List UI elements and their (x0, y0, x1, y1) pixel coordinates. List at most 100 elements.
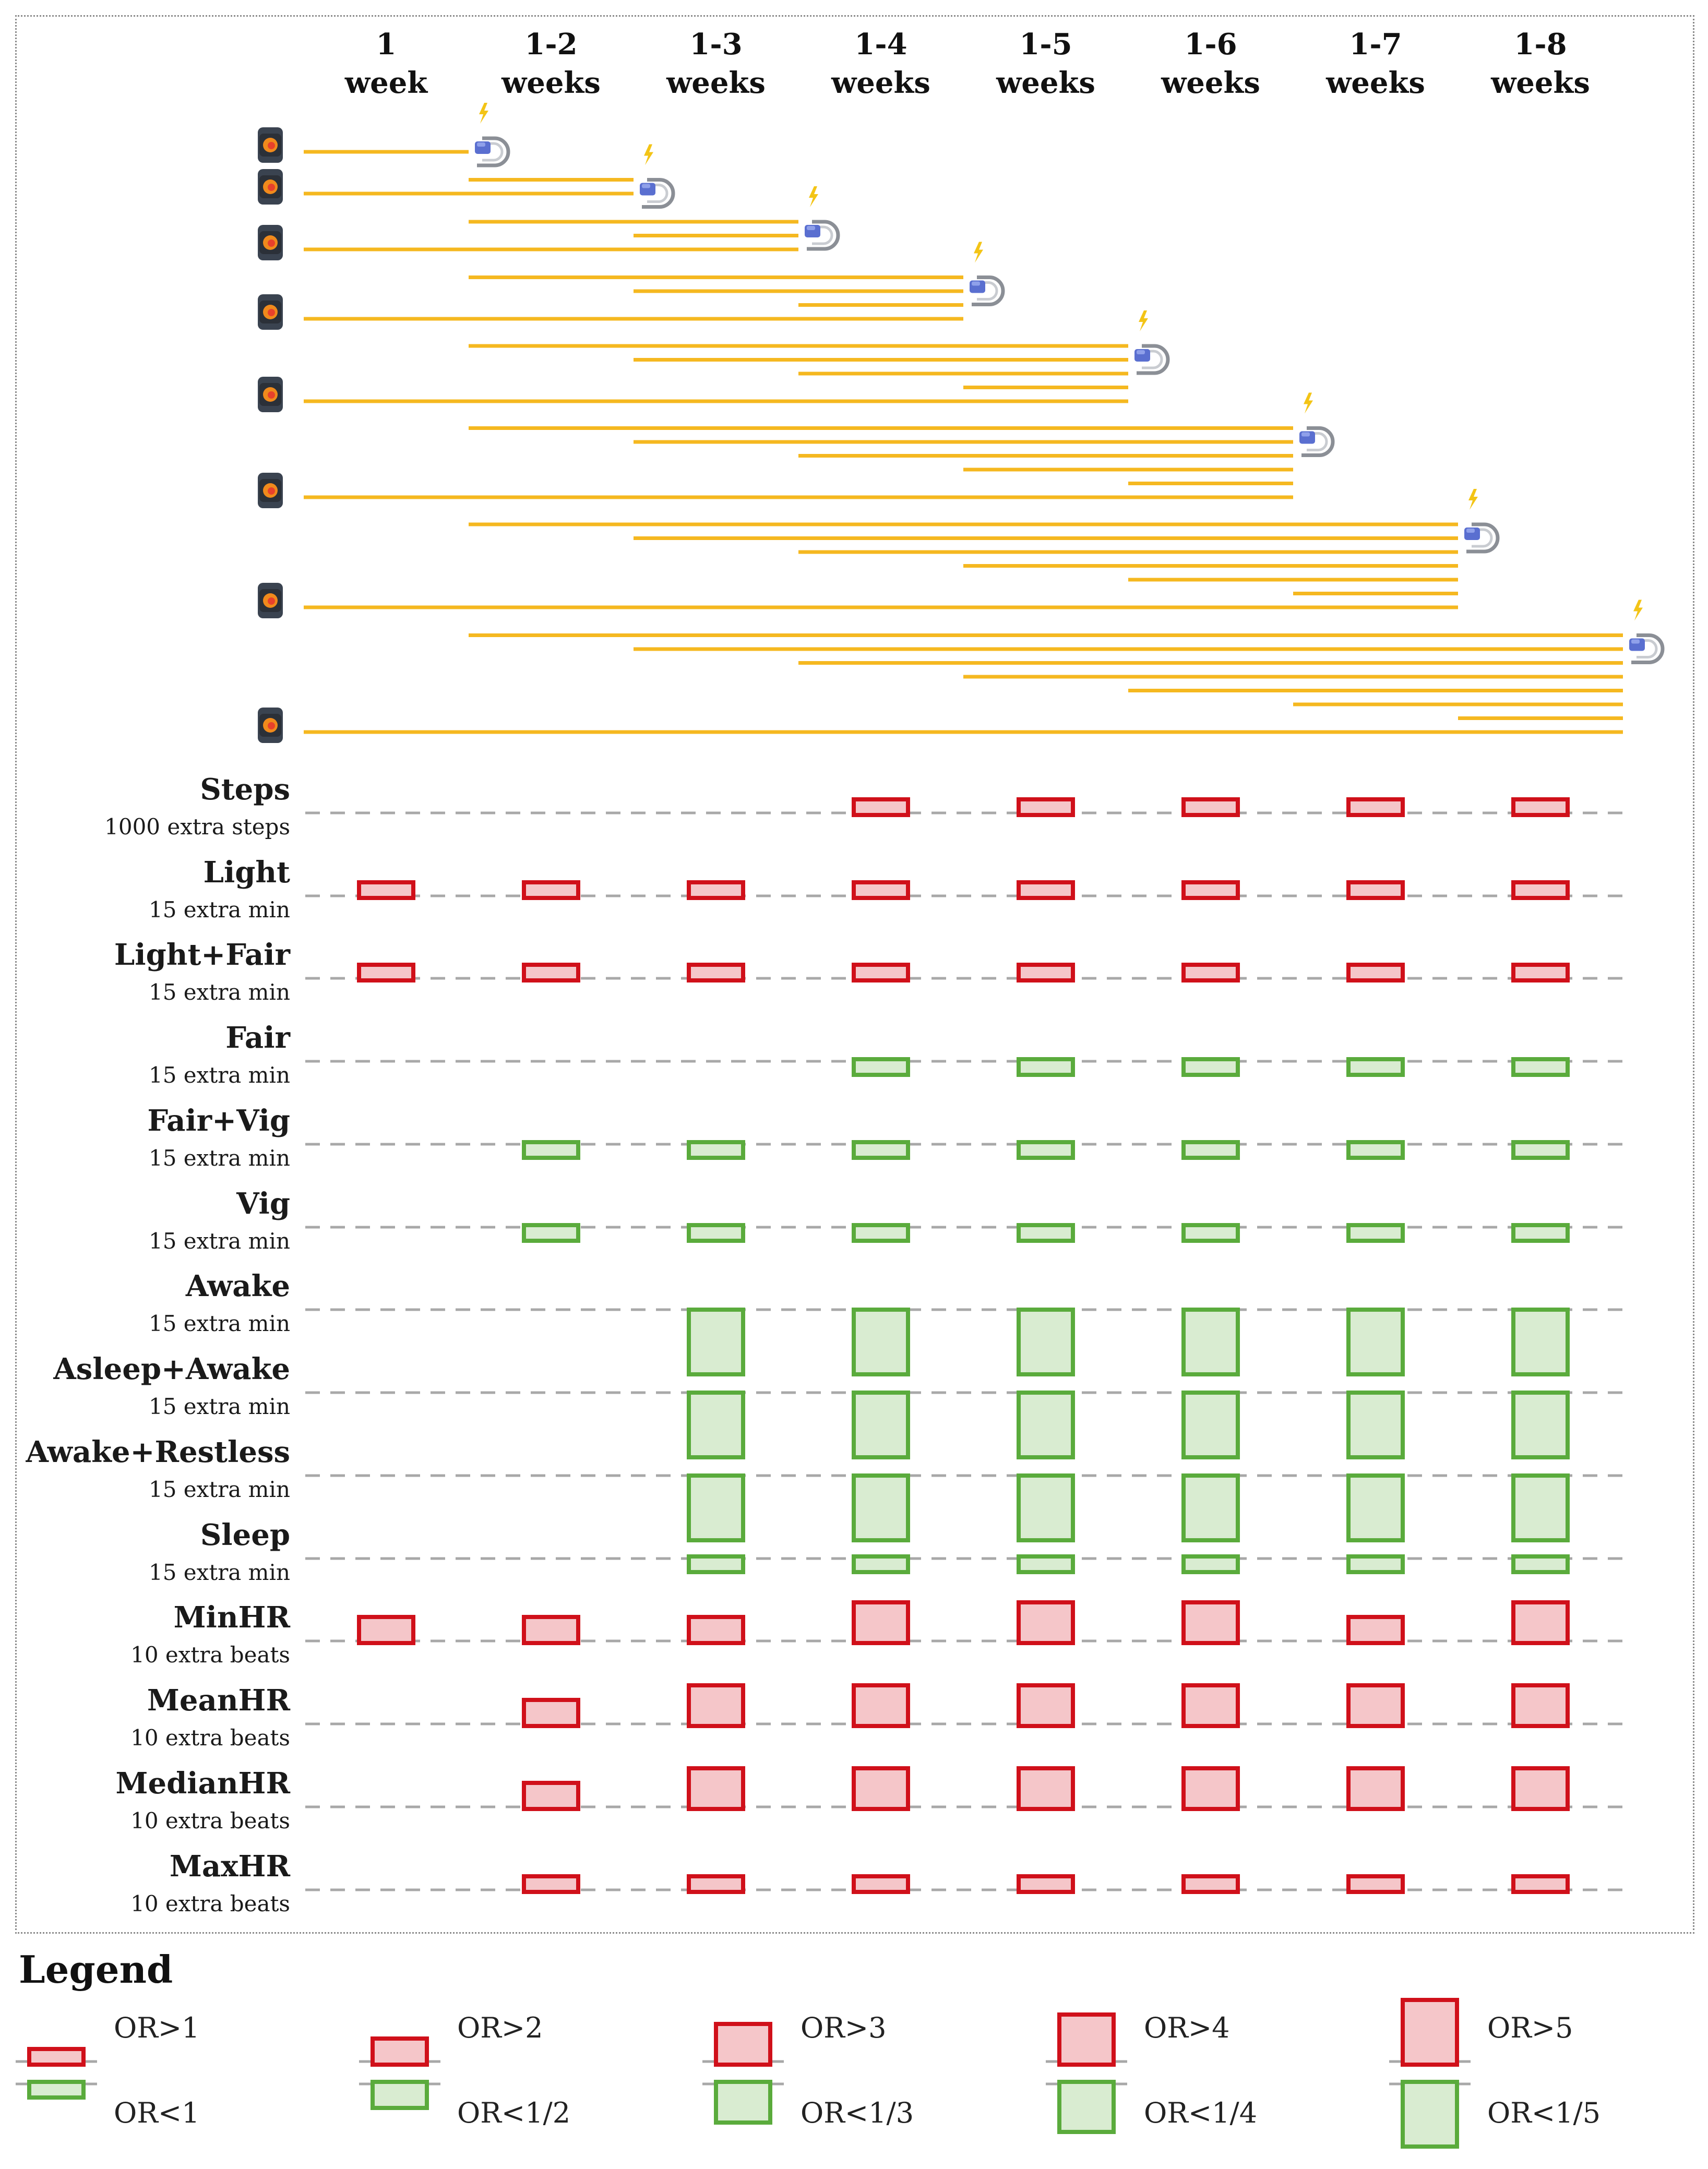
or-marker-neg-1 (522, 1140, 580, 1160)
row-unit: 15 extra min (149, 979, 290, 1005)
or-marker-neg-5 (1346, 1391, 1405, 1459)
or-marker-pos-1 (1017, 1874, 1075, 1894)
or-marker-pos-1 (1346, 880, 1405, 900)
charger-puck-shine (1631, 639, 1640, 644)
or-marker-pos-3 (852, 1683, 910, 1728)
or-marker-neg-5 (1511, 1473, 1570, 1542)
charger-cable (807, 220, 840, 251)
or-marker-neg-5 (852, 1391, 910, 1459)
or-marker-pos-1 (1511, 963, 1570, 982)
column-header-range: 1-4 (854, 27, 907, 62)
or-marker-pos-3 (1511, 1766, 1570, 1811)
row-label-light: Light (204, 855, 291, 890)
or-marker-neg-1 (1017, 1554, 1075, 1574)
or-marker-pos-3 (1017, 1766, 1075, 1811)
or-marker-pos-3 (1181, 1683, 1240, 1728)
column-header-unit: weeks (1490, 66, 1590, 100)
lightning-icon (1633, 600, 1643, 621)
or-marker-neg-1 (1346, 1140, 1405, 1160)
row-unit: 1000 extra steps (104, 814, 290, 840)
or-marker-pos-2 (357, 1615, 415, 1645)
smartwatch-icon (258, 294, 283, 330)
or-marker-pos-1 (687, 1874, 745, 1894)
row-unit: 15 extra min (149, 1560, 290, 1585)
or-marker-neg-1 (522, 1223, 580, 1243)
or-marker-pos-1 (1511, 880, 1570, 900)
or-marker-pos-1 (1346, 1874, 1405, 1894)
lightning-icon (1304, 392, 1313, 414)
charger-cable-inner (647, 184, 668, 203)
or-marker-pos-3 (852, 1766, 910, 1811)
or-marker-pos-2 (522, 1698, 580, 1728)
charger-puck-shine (1301, 432, 1310, 437)
column-header-range: 1 (376, 27, 397, 62)
charger-cable-inner (1307, 432, 1328, 451)
or-marker-neg-5 (1017, 1473, 1075, 1542)
or-marker-neg-1 (852, 1057, 910, 1077)
column-header-unit: weeks (666, 66, 766, 100)
smartwatch-icon (258, 169, 283, 205)
or-marker-neg-5 (852, 1308, 910, 1376)
or-marker-neg-1 (1511, 1140, 1570, 1160)
or-marker-pos-3 (1346, 1683, 1405, 1728)
column-header-range: 1-3 (689, 27, 742, 62)
or-marker-pos-2 (522, 1615, 580, 1645)
lightning-icon (974, 242, 983, 263)
column-header-range: 1-8 (1514, 27, 1567, 62)
or-marker-pos-1 (1181, 963, 1240, 982)
charger-cable (1631, 633, 1665, 664)
or-marker-pos-3 (1346, 1766, 1405, 1811)
or-marker-neg-5 (1017, 1308, 1075, 1376)
or-marker-pos-2 (687, 1615, 745, 1645)
legend-marker-pos-1 (27, 2047, 86, 2067)
legend-marker-pos-5 (1401, 1998, 1459, 2067)
or-marker-neg-1 (687, 1554, 745, 1574)
row-label-fair-vig: Fair+Vig (147, 1104, 290, 1138)
or-marker-neg-1 (852, 1554, 910, 1574)
column-header-unit: week (344, 66, 428, 100)
row-label-sleep: Sleep (200, 1518, 290, 1552)
lightning-icon (644, 144, 653, 165)
legend-label: OR>3 (801, 2011, 887, 2044)
charger-cable-inner (977, 281, 998, 301)
legend-label: OR<1/4 (1144, 2096, 1257, 2129)
or-marker-pos-1 (1511, 1874, 1570, 1894)
legend-label: OR<1/3 (801, 2096, 914, 2129)
or-marker-neg-1 (1181, 1057, 1240, 1077)
charger-puck-shine (1466, 529, 1475, 533)
or-marker-pos-2 (1346, 1615, 1405, 1645)
legend-marker-neg-2 (371, 2080, 429, 2110)
watch-face-dot (268, 309, 275, 316)
or-marker-pos-3 (1511, 1683, 1570, 1728)
lightning-icon (479, 103, 488, 124)
legend-title: Legend (19, 1947, 173, 1992)
watch-face-dot (268, 487, 275, 495)
column-header-unit: weeks (1325, 66, 1425, 100)
or-marker-pos-3 (687, 1766, 745, 1811)
charger-icon (970, 275, 1005, 306)
row-label-fair: Fair (225, 1021, 291, 1055)
or-marker-pos-1 (522, 880, 580, 900)
legend-label: OR>2 (457, 2011, 543, 2044)
legend-marker-pos-4 (1057, 2012, 1116, 2067)
row-unit: 10 extra beats (130, 1642, 290, 1668)
charger-cable-inner (812, 225, 833, 245)
smartwatch-icon (258, 127, 283, 163)
or-marker-neg-1 (1511, 1223, 1570, 1243)
charger-cable (477, 136, 510, 167)
or-marker-pos-1 (852, 797, 910, 817)
legend-marker-neg-1 (27, 2080, 86, 2100)
lightning-icon (1139, 310, 1148, 331)
legend-marker-pos-2 (371, 2036, 429, 2067)
or-marker-neg-5 (1017, 1391, 1075, 1459)
or-marker-pos-3 (1511, 1600, 1570, 1645)
or-marker-neg-1 (852, 1223, 910, 1243)
or-marker-pos-1 (1346, 797, 1405, 817)
charger-puck-shine (477, 142, 485, 147)
legend-marker-pos-3 (714, 2022, 772, 2067)
row-label-awake-restless: Awake+Restless (25, 1435, 290, 1469)
watch-face-dot (268, 391, 275, 399)
lightning-icon (1468, 489, 1478, 510)
or-marker-pos-1 (1511, 797, 1570, 817)
